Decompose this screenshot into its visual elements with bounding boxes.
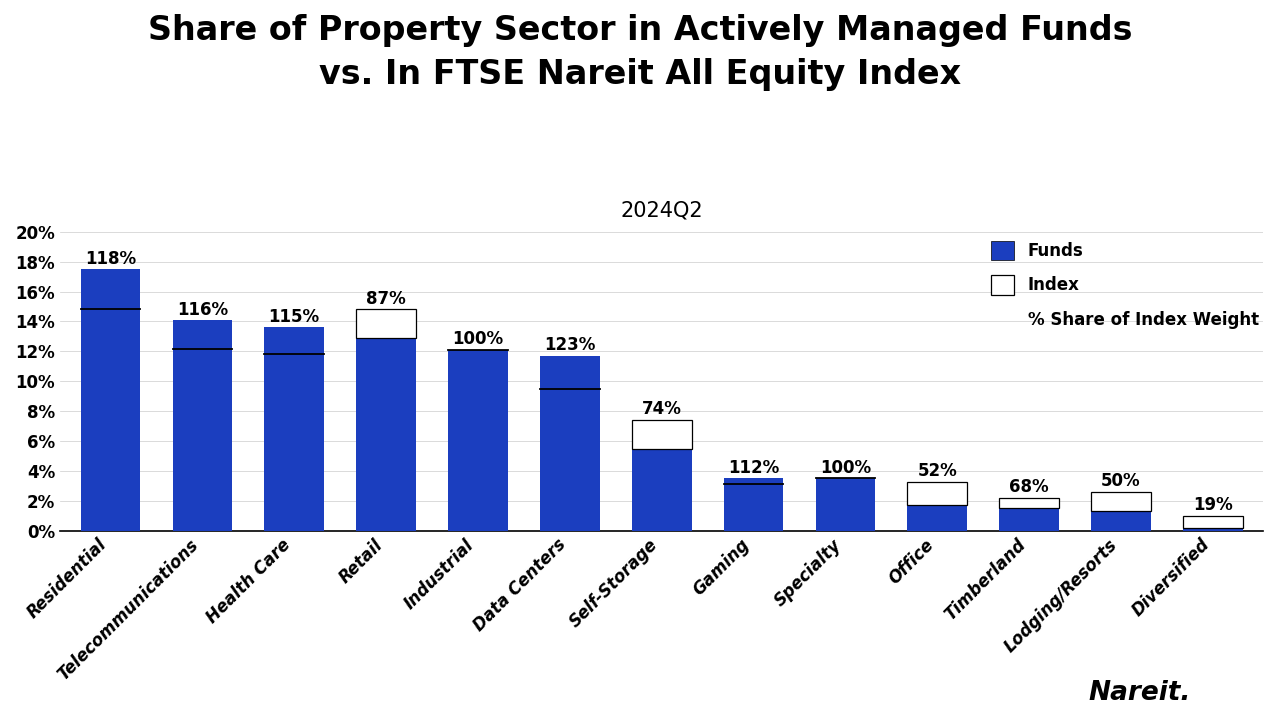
Bar [1183,528,1243,531]
Text: 118%: 118% [84,250,136,268]
Title: 2024Q2: 2024Q2 [621,200,703,220]
Bar [448,350,508,531]
Text: Nareit.: Nareit. [1088,680,1190,706]
Text: 68%: 68% [1010,478,1050,496]
Bar [908,505,968,531]
Bar [1091,511,1151,531]
Bar [1000,508,1059,531]
Bar [815,478,876,531]
Text: Share of Property Sector in Actively Managed Funds
vs. In FTSE Nareit All Equity: Share of Property Sector in Actively Man… [147,14,1133,91]
Legend: Funds, Index, % Share of Index Weight: Funds, Index, % Share of Index Weight [983,233,1267,337]
Bar [540,356,600,531]
Text: 115%: 115% [269,308,320,326]
Bar [1091,492,1151,511]
Bar [356,309,416,338]
Text: 112%: 112% [728,459,780,477]
Bar [173,320,232,531]
Text: 100%: 100% [820,459,870,477]
Bar [1000,498,1059,508]
Bar [356,338,416,531]
Text: 123%: 123% [544,336,595,354]
Bar [632,449,691,531]
Text: 50%: 50% [1101,472,1140,490]
Bar [723,478,783,531]
Bar [632,420,691,449]
Text: 100%: 100% [452,330,503,348]
Bar [908,482,968,505]
Bar [1183,516,1243,528]
Text: 19%: 19% [1193,496,1233,514]
Text: 87%: 87% [366,289,406,307]
Text: 74%: 74% [641,400,682,418]
Text: 116%: 116% [177,300,228,318]
Bar [265,328,324,531]
Bar [81,269,141,531]
Text: 52%: 52% [918,462,957,480]
